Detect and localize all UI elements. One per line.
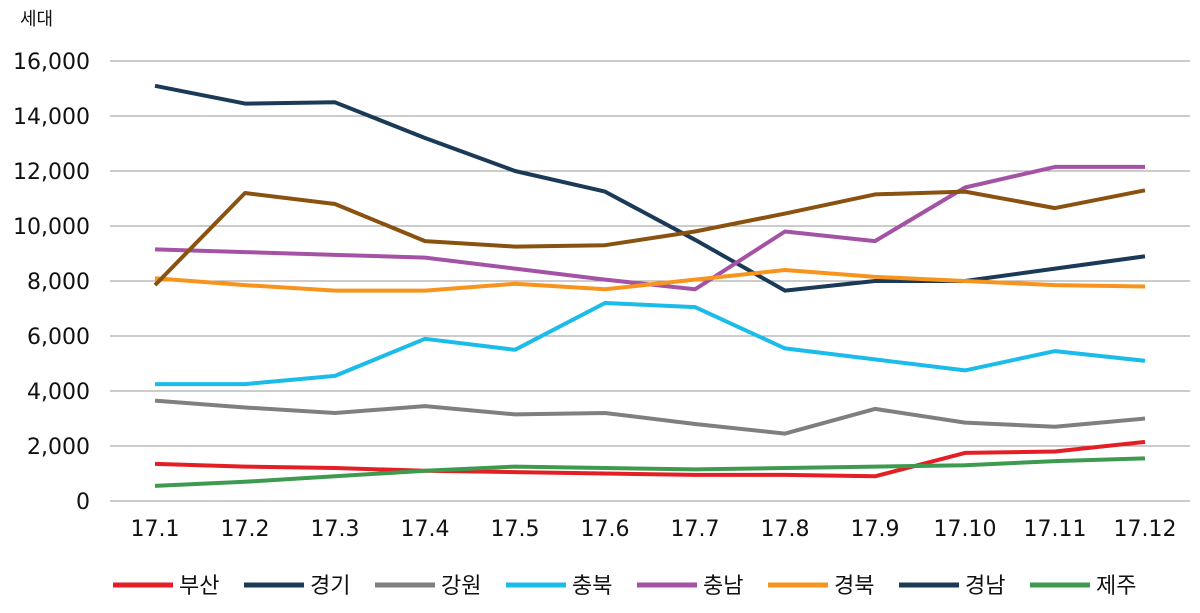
- y-tick-label: 8,000: [27, 270, 90, 295]
- legend-item: 제주: [1030, 574, 1136, 599]
- legend-label: 충북: [572, 574, 612, 599]
- series-line-제주: [154, 456, 1146, 488]
- y-tick-label: 12,000: [13, 160, 90, 185]
- x-tick-label: 17.10: [934, 517, 997, 542]
- series-line-충북: [155, 301, 1146, 387]
- legend-item: 경남: [899, 574, 1005, 599]
- series-line-강원: [154, 398, 1146, 436]
- x-tick-label: 17.7: [671, 517, 720, 542]
- y-tick-label: 2,000: [27, 435, 90, 460]
- x-tick-label: 17.3: [311, 517, 360, 542]
- x-tick-label: 17.12: [1114, 517, 1177, 542]
- x-tick-label: 17.5: [491, 517, 540, 542]
- legend-item: 강원: [375, 574, 481, 599]
- legend-label: 부산: [179, 574, 219, 599]
- series-line-경북: [154, 268, 1146, 293]
- y-axis-unit-label: 세대: [20, 9, 53, 30]
- x-tick-label: 17.8: [761, 517, 810, 542]
- series-line-부산: [154, 439, 1146, 479]
- y-tick-label: 16,000: [13, 50, 90, 75]
- x-axis-ticks: 17.1 17.2 17.3 17.4 17.5 17.6 17.7 17.8 17.9 17.1…: [131, 517, 1177, 542]
- y-axis-ticks: 0 2,000 4,000 6,000 8,000 10,000 12,000 14,000 1…: [13, 50, 90, 515]
- y-tick-label: 6,000: [27, 325, 90, 350]
- legend-item: 충북: [506, 574, 612, 599]
- legend-item: 경북: [768, 574, 874, 599]
- legend-label: 충남: [703, 574, 743, 599]
- legend-label: 제주: [1096, 574, 1136, 599]
- y-tick-label: 0: [76, 490, 90, 515]
- y-tick-label: 4,000: [27, 380, 90, 405]
- legend-label: 경기: [310, 574, 350, 599]
- legend-item: 경기: [244, 574, 350, 599]
- gridlines: [110, 60, 1190, 502]
- y-tick-label: 14,000: [13, 105, 90, 130]
- x-tick-label: 17.1: [131, 517, 180, 542]
- x-tick-label: 17.9: [851, 517, 900, 542]
- legend: 부산 경기 강원 충북 충남 경북 경남 제주: [113, 574, 1136, 599]
- y-tick-label: 10,000: [13, 215, 90, 240]
- x-tick-label: 17.2: [221, 517, 270, 542]
- legend-item: 부산: [113, 574, 219, 599]
- legend-item: 충남: [637, 574, 743, 599]
- legend-label: 강원: [441, 574, 481, 599]
- legend-label: 경북: [834, 574, 874, 599]
- series-line-경기: [154, 83, 1146, 293]
- x-tick-label: 17.4: [401, 517, 450, 542]
- series-lines: [153, 83, 1146, 488]
- legend-label: 경남: [965, 574, 1005, 599]
- x-tick-label: 17.11: [1024, 517, 1087, 542]
- series-line-충남: [154, 164, 1145, 292]
- series-line-경남: [153, 188, 1146, 287]
- x-tick-label: 17.6: [581, 517, 630, 542]
